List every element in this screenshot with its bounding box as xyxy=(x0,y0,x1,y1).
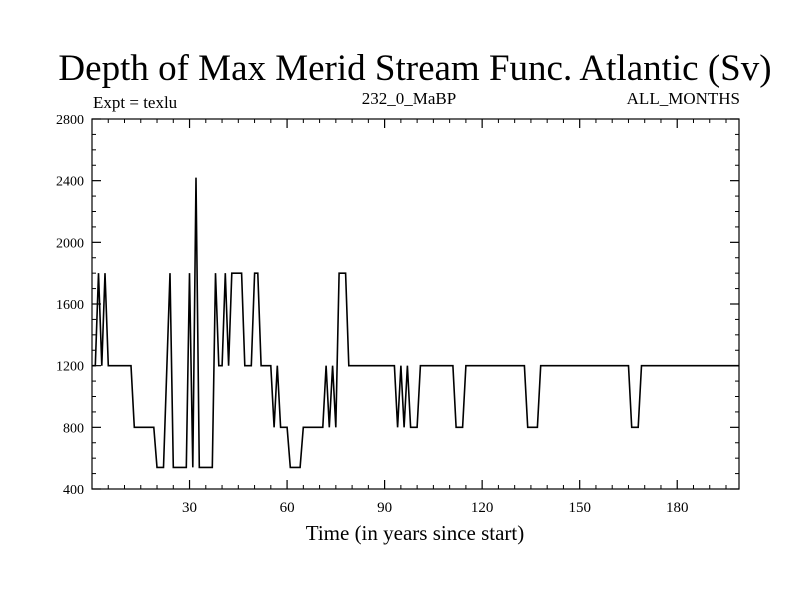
plot-frame xyxy=(91,118,740,490)
axis-tick-labels: 30 60 90 120 150 180 400 800 1200 1600 2000 2400 280… xyxy=(56,113,688,516)
x-tick-label: 30 xyxy=(182,500,197,516)
y-tick-label: 2800 xyxy=(56,113,84,128)
subtitle-center: 232_0_MaBP xyxy=(362,89,456,108)
x-tick-label: 90 xyxy=(377,500,392,516)
subtitle-left: Expt = texlu xyxy=(93,93,178,112)
y-tick-label: 1200 xyxy=(56,360,84,375)
y-tick-label: 800 xyxy=(63,421,84,436)
x-tick-label: 120 xyxy=(471,500,494,516)
chart-title: Depth of Max Merid Stream Func. Atlantic… xyxy=(58,48,771,89)
x-tick-label: 60 xyxy=(280,500,295,516)
y-tick-label: 1600 xyxy=(56,298,84,313)
series-line-depth xyxy=(92,177,739,469)
y-tick-label: 2000 xyxy=(56,236,84,251)
subtitle-right: ALL_MONTHS xyxy=(627,89,740,108)
x-axis-label: Time (in years since start) xyxy=(306,521,525,545)
x-tick-label: 150 xyxy=(568,500,591,516)
y-tick-label: 400 xyxy=(63,483,84,498)
y-tick-label: 2400 xyxy=(56,175,84,190)
x-tick-label: 180 xyxy=(666,500,689,516)
